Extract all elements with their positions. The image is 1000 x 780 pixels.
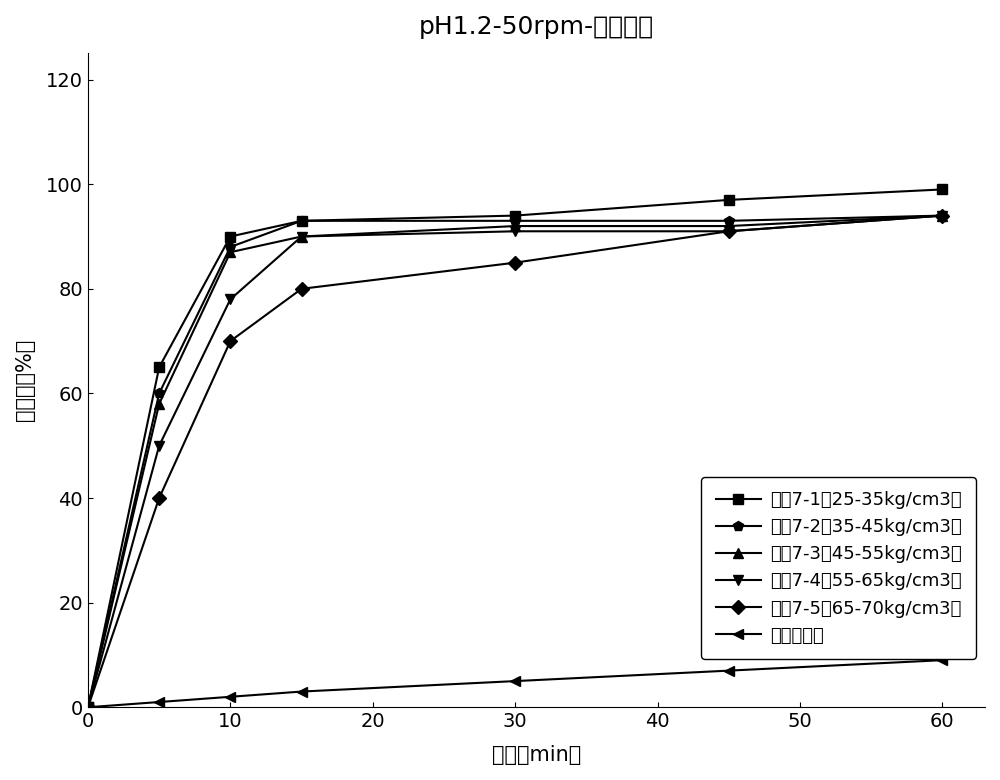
样品7-4（55-65kg/cm3） [936,211,948,220]
样品7-4（55-65kg/cm3） [296,232,308,241]
样品7-5（65-70kg/cm3） [723,227,735,236]
游离碱形式 [82,703,94,712]
Line: 样品7-4（55-65kg/cm3）: 样品7-4（55-65kg/cm3） [83,211,947,712]
样品7-3（45-55kg/cm3） [509,222,521,231]
样品7-1（25-35kg/cm3） [153,363,165,372]
Title: pH1.2-50rpm-释放曲线: pH1.2-50rpm-释放曲线 [419,15,654,39]
样品7-5（65-70kg/cm3） [936,211,948,220]
游离碱形式 [509,676,521,686]
样品7-3（45-55kg/cm3） [224,247,236,257]
样品7-2（35-45kg/cm3） [82,703,94,712]
Line: 样品7-1（25-35kg/cm3）: 样品7-1（25-35kg/cm3） [83,185,947,712]
样品7-3（45-55kg/cm3） [296,232,308,241]
样品7-1（25-35kg/cm3） [296,216,308,225]
游离碱形式 [723,666,735,675]
游离碱形式 [296,687,308,697]
样品7-3（45-55kg/cm3） [82,703,94,712]
样品7-2（35-45kg/cm3） [723,216,735,225]
样品7-5（65-70kg/cm3） [153,494,165,503]
样品7-4（55-65kg/cm3） [509,227,521,236]
Y-axis label: 释放度（%）: 释放度（%） [15,339,35,421]
样品7-3（45-55kg/cm3） [936,211,948,220]
样品7-5（65-70kg/cm3） [296,284,308,293]
样品7-3（45-55kg/cm3） [723,222,735,231]
样品7-2（35-45kg/cm3） [509,216,521,225]
样品7-5（65-70kg/cm3） [509,258,521,268]
Line: 样品7-2（35-45kg/cm3）: 样品7-2（35-45kg/cm3） [83,211,947,712]
样品7-1（25-35kg/cm3） [723,195,735,204]
样品7-4（55-65kg/cm3） [153,441,165,450]
Legend: 样品7-1（25-35kg/cm3）, 样品7-2（35-45kg/cm3）, 样品7-3（45-55kg/cm3）, 样品7-4（55-65kg/cm3）, : 样品7-1（25-35kg/cm3）, 样品7-2（35-45kg/cm3）, … [701,477,976,659]
样品7-1（25-35kg/cm3） [82,703,94,712]
样品7-2（35-45kg/cm3） [224,243,236,252]
游离碱形式 [936,655,948,665]
游离碱形式 [153,697,165,707]
Line: 样品7-3（45-55kg/cm3）: 样品7-3（45-55kg/cm3） [83,211,947,712]
样品7-1（25-35kg/cm3） [936,185,948,194]
样品7-4（55-65kg/cm3） [224,295,236,304]
Line: 样品7-5（65-70kg/cm3）: 样品7-5（65-70kg/cm3） [83,211,947,712]
样品7-2（35-45kg/cm3） [153,388,165,398]
样品7-5（65-70kg/cm3） [224,336,236,346]
Line: 游离碱形式: 游离碱形式 [83,655,947,712]
样品7-2（35-45kg/cm3） [936,211,948,220]
游离碱形式 [224,692,236,701]
样品7-4（55-65kg/cm3） [723,227,735,236]
X-axis label: 时间（min）: 时间（min） [492,745,581,765]
样品7-5（65-70kg/cm3） [82,703,94,712]
样品7-1（25-35kg/cm3） [509,211,521,220]
样品7-1（25-35kg/cm3） [224,232,236,241]
样品7-4（55-65kg/cm3） [82,703,94,712]
样品7-2（35-45kg/cm3） [296,216,308,225]
样品7-3（45-55kg/cm3） [153,399,165,409]
